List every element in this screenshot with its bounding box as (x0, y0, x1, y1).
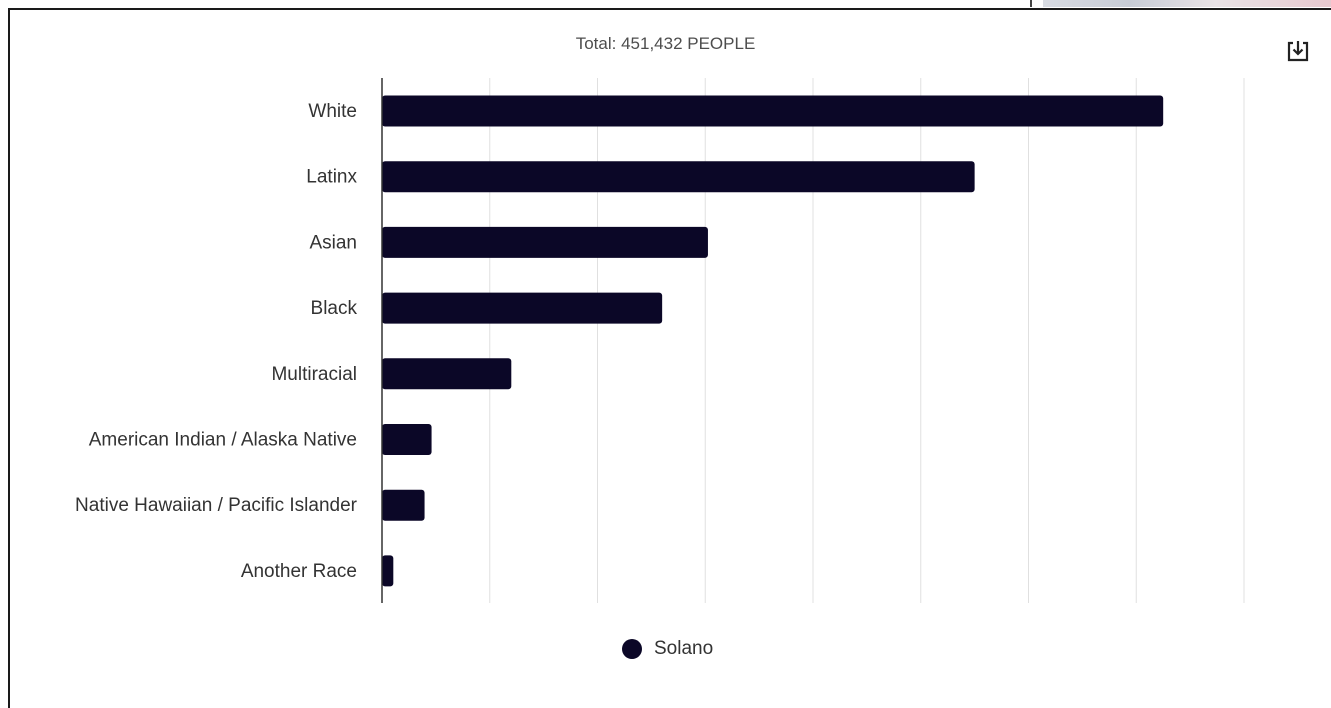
bars (382, 95, 1164, 587)
bar-asian[interactable] (382, 226, 708, 258)
category-label: American Indian / Alaska Native (89, 430, 357, 451)
category-label: Native Hawaiian / Pacific Islander (75, 495, 358, 516)
category-labels: White Latinx Asian Black Multiracial American… (75, 101, 358, 582)
top-edge-mark (1030, 0, 1032, 7)
category-label: Asian (309, 232, 357, 253)
category-label: Another Race (241, 561, 357, 582)
chart-card (8, 8, 1331, 708)
bar-native-hawaiian-pacific-islander[interactable] (382, 489, 425, 521)
download-icon[interactable] (1285, 38, 1311, 64)
chart-total: Total: 451,432 PEOPLE (575, 34, 756, 53)
legend-swatch (622, 639, 642, 659)
category-label: Black (311, 298, 358, 319)
download-icon-glyph (1287, 41, 1309, 62)
gridlines (489, 78, 1245, 603)
bar-american-indian-alaska-native[interactable] (382, 424, 432, 455)
top-edge-strip (1043, 0, 1331, 7)
bar-latinx[interactable] (382, 161, 975, 193)
bar-another-race[interactable] (382, 555, 394, 587)
bar-multiracial[interactable] (382, 358, 512, 390)
legend-label: Solano (654, 638, 714, 659)
category-label: Multiracial (271, 364, 357, 385)
legend-item-solano[interactable]: Solano (622, 638, 713, 660)
bar-black[interactable] (382, 292, 663, 324)
category-label: White (308, 101, 357, 122)
bar-white[interactable] (382, 95, 1164, 127)
category-label: Latinx (306, 167, 357, 188)
